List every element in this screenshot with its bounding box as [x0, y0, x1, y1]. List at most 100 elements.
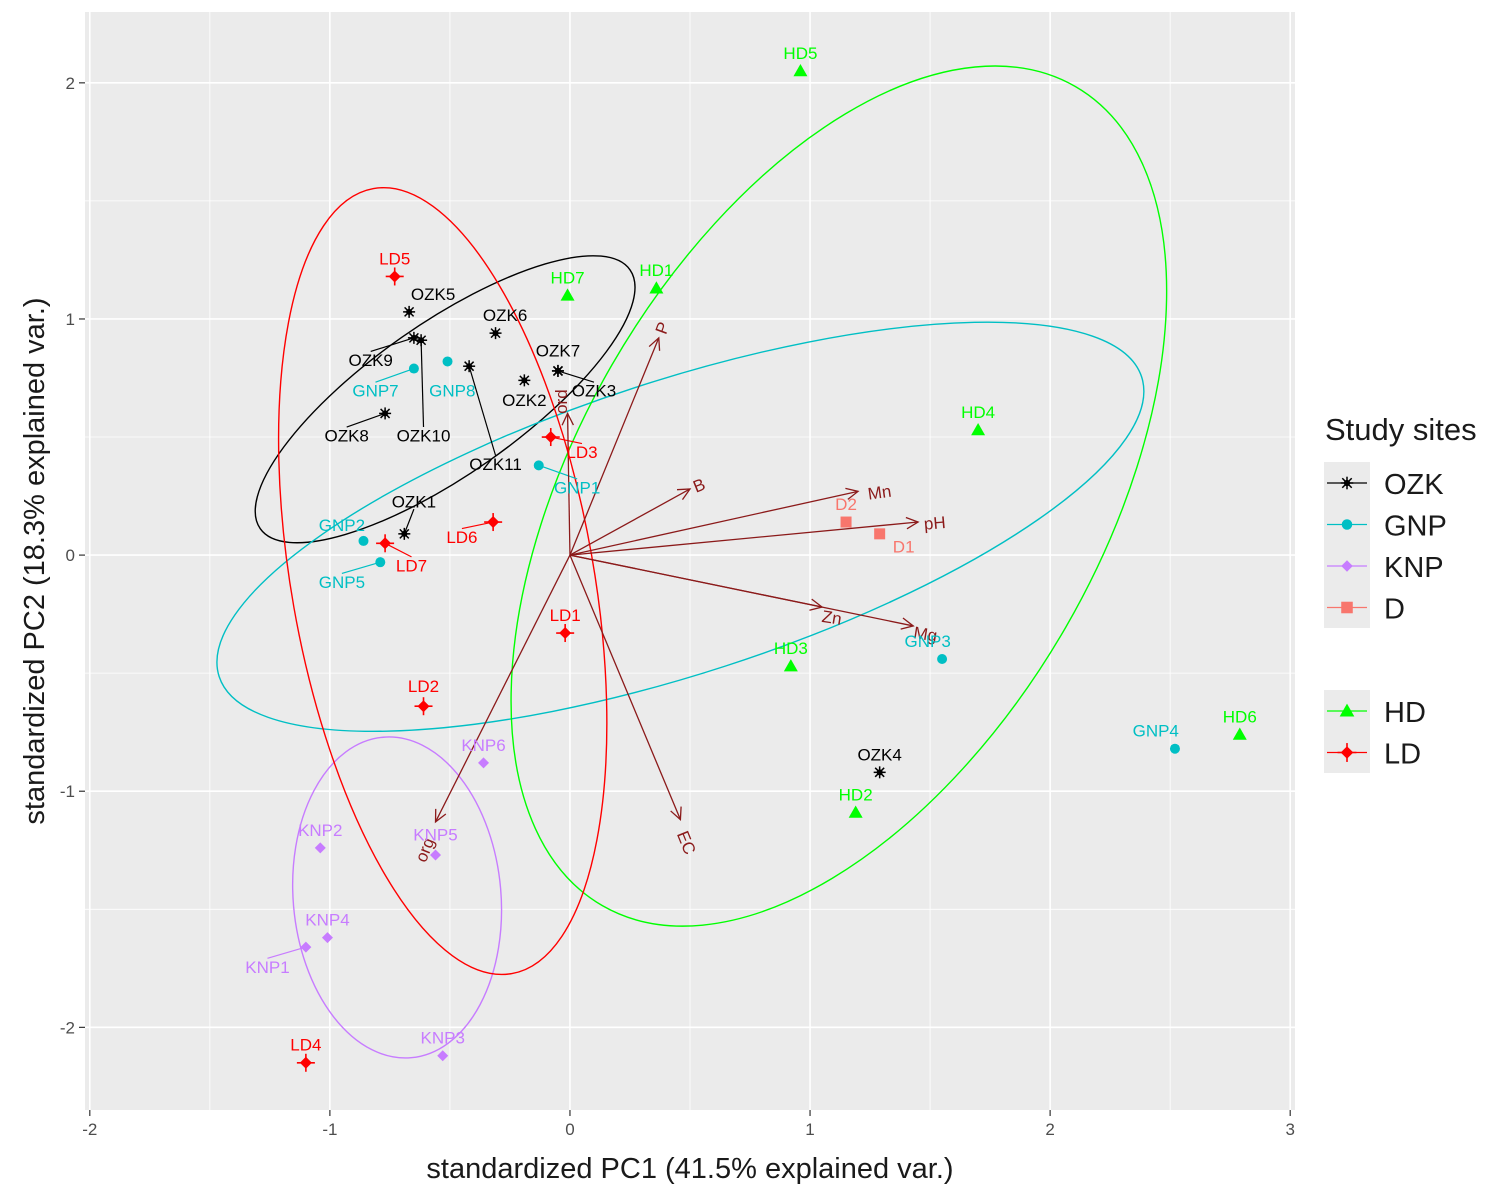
leader-ozk3	[557, 370, 595, 383]
loading-label-ord: ord	[552, 389, 571, 414]
ellipse-hd	[510, 65, 1168, 927]
point-d1	[874, 528, 886, 540]
loading-arrowhead-ord	[561, 411, 574, 426]
point-ozk7-dot	[554, 367, 561, 374]
leader-ld3	[550, 436, 583, 445]
legend-key-ozk	[1340, 476, 1354, 490]
point-knp2	[314, 842, 326, 854]
x-tick-label: 0	[565, 1120, 574, 1139]
point-ozk11-dot	[466, 363, 473, 370]
legend-key-hd	[1339, 703, 1355, 717]
point-ozk6	[489, 327, 502, 340]
loading-label-ph: pH	[923, 513, 946, 534]
point-gnp3	[937, 653, 948, 664]
point-hd1	[649, 281, 664, 294]
x-tick-label: 2	[1045, 1120, 1054, 1139]
point-ld2	[414, 697, 433, 716]
loading-arrow-mg	[569, 554, 914, 627]
label-knp2: KNP2	[298, 821, 342, 840]
label-ld6: LD6	[446, 528, 477, 547]
legend-key-bg	[1324, 462, 1370, 628]
loading-arrow-mn	[569, 490, 859, 556]
label-ld1: LD1	[550, 606, 581, 625]
label-knp3: KNP3	[421, 1029, 465, 1048]
label-ozk8: OZK8	[324, 427, 368, 446]
label-ld3: LD3	[566, 443, 597, 462]
legend: Study sites OZK GNP KNP D HD LD	[1324, 412, 1477, 773]
point-hd2	[848, 805, 863, 818]
leader-ozk1	[403, 508, 415, 535]
legend-label-gnp: GNP	[1384, 511, 1447, 543]
point-ld4	[296, 1053, 315, 1072]
loading-arrowhead-mn	[845, 487, 860, 500]
legend-label-ozk: OZK	[1384, 469, 1444, 501]
point-ozk8-dot	[382, 410, 389, 417]
loading-arrowhead-org	[434, 808, 447, 824]
ellipse-knp	[291, 736, 503, 1059]
point-gnp5	[375, 557, 386, 568]
legend-title: Study sites	[1325, 412, 1477, 447]
point-ld3	[541, 428, 560, 447]
ellipse-ld	[277, 187, 608, 976]
x-axis-title: standardized PC1 (41.5% explained var.)	[426, 1153, 953, 1185]
point-ld1	[556, 624, 575, 643]
label-knp1: KNP1	[245, 958, 289, 977]
label-hd3: HD3	[774, 639, 808, 658]
label-hd5: HD5	[783, 44, 817, 63]
y-tick-label: 2	[66, 74, 75, 93]
label-ld7: LD7	[396, 556, 427, 575]
point-ozk5	[403, 305, 416, 318]
confidence-ellipses	[216, 65, 1168, 1059]
leader-ozk8	[346, 412, 386, 428]
ellipse-ozk	[254, 255, 636, 544]
point-ozk11	[463, 360, 476, 373]
point-ozk10-dot	[418, 337, 425, 344]
label-hd2: HD2	[839, 785, 873, 804]
label-ozk3: OZK3	[572, 382, 616, 401]
loading-arrowhead-b	[676, 488, 692, 500]
point-d2	[840, 516, 852, 528]
point-hd7	[560, 288, 575, 301]
point-ozk4-dot	[876, 769, 883, 776]
point-ozk9-dot	[410, 334, 417, 341]
point-ld5	[385, 267, 404, 286]
label-ozk4: OZK4	[857, 745, 901, 764]
point-labels: OZK1 OZK2 OZK3 OZK4 OZK5 OZK6 OZK7 OZK8 OZK9 OZK1…	[245, 44, 1257, 1055]
y-tick-label: 0	[66, 546, 75, 565]
label-gnp2: GNP2	[319, 516, 365, 535]
loading-arrowhead-ph	[905, 516, 920, 530]
loading-arrow-p	[569, 337, 660, 556]
leader-ozk11	[468, 366, 497, 456]
point-hd6	[1232, 727, 1247, 740]
label-ozk11: OZK11	[469, 455, 522, 474]
label-knp5: KNP5	[413, 826, 457, 845]
label-hd7: HD7	[551, 268, 585, 287]
loading-arrowhead-mg	[900, 617, 915, 630]
leader-ozk10	[420, 340, 425, 428]
loading-arrow-org	[434, 554, 571, 823]
axis-ticks: -2 -1 0 1 2 3 -2 -1 0 1 2	[60, 74, 1295, 1139]
point-ld7	[376, 534, 395, 553]
point-knp5	[430, 849, 442, 861]
x-tick-label: -2	[82, 1120, 97, 1139]
label-ozk10: OZK10	[397, 427, 451, 446]
point-hd5	[793, 64, 808, 77]
legend-label-ld: LD	[1384, 739, 1421, 771]
leader-ld7	[384, 542, 412, 558]
point-knp3	[437, 1050, 449, 1062]
leader-gnp7	[375, 367, 415, 383]
leader-ozk9	[370, 337, 415, 353]
legend-label-knp: KNP	[1384, 552, 1444, 584]
label-leader-lines	[267, 337, 595, 959]
loading-label-mg: Mg	[912, 623, 938, 645]
leader-ld6	[461, 521, 494, 530]
loading-label-zn: Zn	[821, 607, 844, 629]
x-tick-label: 1	[805, 1120, 814, 1139]
y-axis-title: standardized PC2 (18.3% explained var.)	[19, 297, 51, 824]
label-hd4: HD4	[961, 403, 995, 422]
point-ozk1	[398, 527, 411, 540]
label-ozk7: OZK7	[536, 342, 580, 361]
point-ozk10	[415, 334, 428, 347]
